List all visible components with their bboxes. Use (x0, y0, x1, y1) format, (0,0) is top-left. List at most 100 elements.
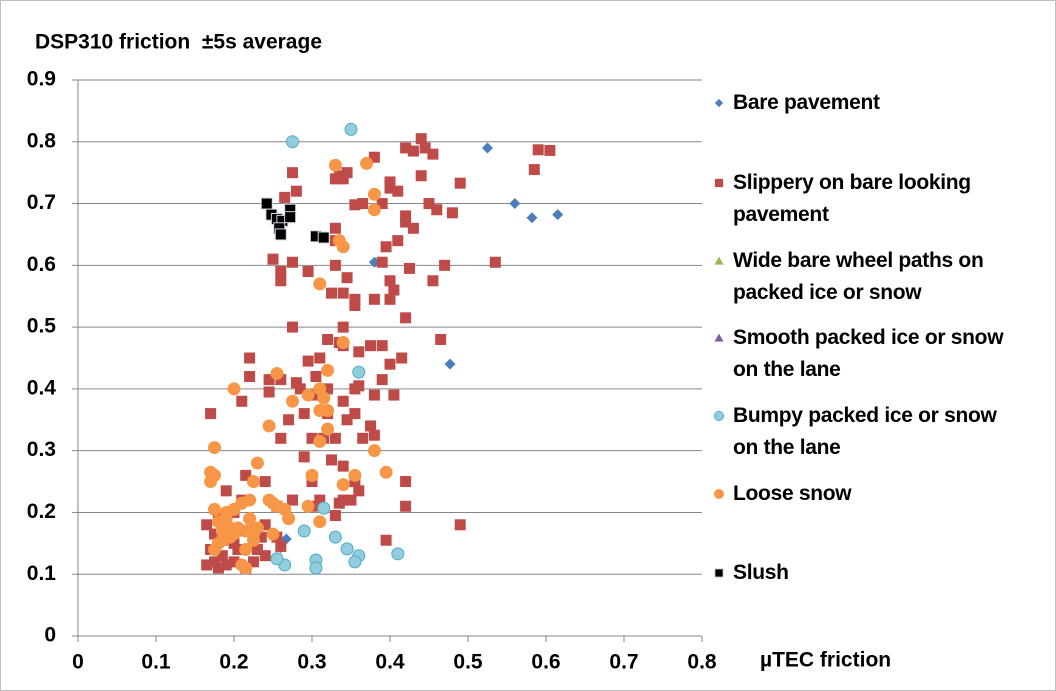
point (365, 340, 376, 352)
point (489, 256, 501, 268)
point (368, 151, 380, 163)
point (446, 207, 458, 219)
point (301, 388, 315, 402)
point (384, 176, 396, 188)
point (337, 287, 349, 299)
point (259, 519, 271, 531)
point (544, 144, 556, 156)
point (400, 500, 412, 512)
point (240, 469, 252, 481)
legend-marker (714, 411, 724, 421)
point (243, 512, 257, 526)
point (239, 561, 253, 575)
point (415, 133, 427, 145)
point (528, 164, 540, 176)
point (396, 352, 408, 364)
point (220, 559, 232, 571)
point (367, 187, 381, 201)
point (340, 542, 354, 556)
point (400, 476, 412, 488)
point (275, 275, 287, 287)
point (407, 222, 419, 234)
point (348, 468, 362, 482)
point (349, 293, 361, 305)
point (201, 519, 213, 531)
point (313, 515, 327, 529)
point (337, 494, 349, 506)
point (287, 167, 298, 179)
point (336, 478, 350, 492)
point (294, 383, 306, 395)
point (392, 235, 404, 247)
point (317, 391, 331, 405)
point (427, 275, 439, 287)
point (526, 212, 538, 224)
point (306, 432, 318, 444)
point (279, 191, 291, 203)
point (431, 204, 443, 216)
x-tick-label: 0.7 (609, 651, 638, 674)
point (314, 494, 326, 506)
point (290, 185, 302, 197)
point (313, 434, 327, 448)
y-tick-label: 0 (44, 624, 56, 647)
point (259, 550, 271, 562)
point (205, 408, 217, 420)
point (297, 524, 311, 538)
point (404, 262, 415, 274)
y-tick-label: 0.7 (27, 191, 56, 214)
point (310, 371, 322, 383)
legend-marker (714, 178, 724, 188)
point (337, 321, 349, 333)
legend-marker (714, 333, 724, 342)
point (482, 142, 493, 154)
point (309, 561, 323, 575)
legend-label: Slush (733, 561, 789, 584)
point (251, 544, 263, 556)
legend-marker-box (714, 568, 724, 578)
y-tick-label: 0.2 (27, 500, 56, 523)
point (310, 389, 322, 401)
point (552, 209, 564, 221)
legend-marker-box (714, 489, 724, 499)
point (336, 240, 350, 254)
point (345, 494, 357, 506)
point (260, 197, 273, 210)
point (336, 336, 350, 350)
point (380, 534, 392, 546)
point (301, 499, 315, 513)
point (321, 404, 335, 418)
legend-label: Wide bare wheel paths on packed ice or s… (733, 249, 984, 304)
point (286, 135, 299, 149)
x-tick-label: 0.8 (687, 651, 717, 674)
point (376, 374, 388, 386)
point (313, 277, 327, 291)
point (247, 475, 260, 489)
point (208, 441, 221, 455)
point (388, 284, 400, 296)
point (329, 432, 341, 444)
point (212, 562, 224, 574)
point (384, 182, 396, 194)
point (259, 476, 271, 488)
y-tick-label: 0.9 (27, 68, 56, 91)
point (209, 556, 220, 568)
point (286, 394, 299, 408)
point (392, 185, 404, 197)
legend-item: Wide bare wheel paths on packed ice or s… (712, 245, 1042, 309)
point (427, 148, 439, 160)
point (376, 198, 388, 210)
legend-item: Slush (712, 557, 1042, 589)
point (348, 555, 362, 569)
y-tick-label: 0.1 (27, 562, 57, 585)
y-tick-label: 0.4 (27, 376, 57, 399)
point (314, 352, 326, 364)
x-tick-label: 0 (72, 651, 84, 674)
point (328, 158, 342, 172)
point (435, 333, 447, 345)
point (247, 533, 260, 547)
point (248, 556, 259, 568)
x-axis-label: µTEC friction (760, 649, 891, 672)
